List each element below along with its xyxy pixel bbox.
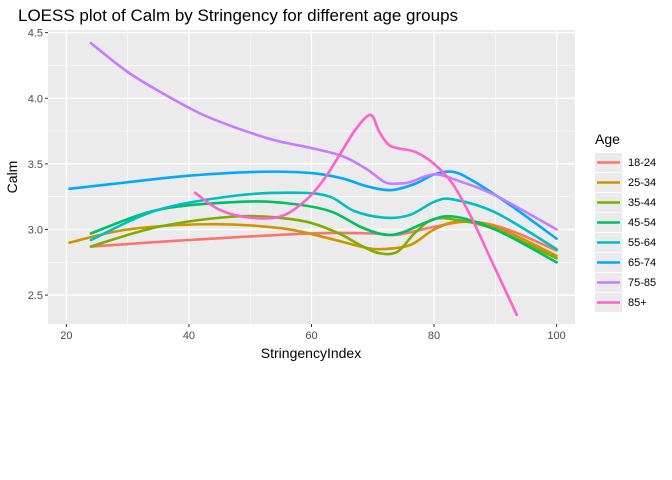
legend-label: 25-34 <box>628 177 656 189</box>
series-line-65-74 <box>68 170 558 240</box>
y-axis: 2.5 3.0 3.5 4.0 4.5 <box>28 28 48 302</box>
x-tick-label: 40 <box>183 330 195 342</box>
x-tick-label: 100 <box>547 330 565 342</box>
y-tick-label: 4.0 <box>28 93 43 105</box>
x-tick-label: 80 <box>428 330 440 342</box>
y-tick-label: 2.5 <box>28 290 43 302</box>
legend-label: 55-64 <box>628 237 656 249</box>
y-tick-label: 3.5 <box>28 159 43 171</box>
series-lines <box>68 41 558 317</box>
y-tick-label: 4.5 <box>28 28 43 40</box>
legend-label: 65-74 <box>628 257 656 269</box>
legend-title: Age <box>595 131 620 147</box>
legend: Age 18-24 25-34 35-44 45-54 55-64 65-74 75-85 8… <box>595 131 656 312</box>
series-line-35-44 <box>89 214 558 260</box>
legend-label: 35-44 <box>628 197 656 209</box>
y-tick-label: 3.0 <box>28 225 43 237</box>
series-line-85+ <box>193 113 519 317</box>
chart-title: LOESS plot of Calm by Stringency for dif… <box>18 6 458 25</box>
legend-label: 18-24 <box>628 157 656 169</box>
x-axis: 20 40 60 80 100 <box>60 324 566 342</box>
x-tick-label: 20 <box>60 330 72 342</box>
series-line-45-54 <box>89 200 558 264</box>
legend-label: 45-54 <box>628 217 656 229</box>
legend-label: 85+ <box>628 297 647 309</box>
x-tick-label: 60 <box>305 330 317 342</box>
legend-label: 75-85 <box>628 277 656 289</box>
y-axis-title: Calm <box>4 161 20 194</box>
series-line-55-64 <box>89 191 558 251</box>
x-axis-title: StringencyIndex <box>261 345 361 361</box>
major-gridlines <box>48 30 575 324</box>
